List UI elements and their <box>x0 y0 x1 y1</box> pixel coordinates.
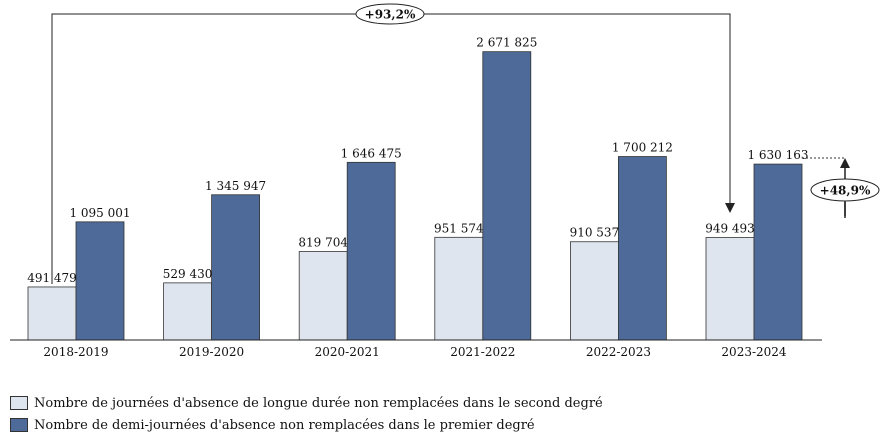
bar-s0-2021-2022 <box>434 236 484 341</box>
value-label-s1-2022-2023: 1 700 212 <box>612 141 673 155</box>
bars-group <box>27 51 803 341</box>
x-tick-2021-2022: 2021-2022 <box>450 345 515 359</box>
value-label-s0-2021-2022: 951 574 <box>434 221 484 235</box>
premier-degre-change-label: +48,9% <box>820 184 871 198</box>
value-label-s1-2020-2021: 1 646 475 <box>341 146 402 160</box>
overall-change-arrowhead <box>725 203 735 213</box>
legend-swatch-second-degre <box>10 396 28 410</box>
value-label-s0-2023-2024: 949 493 <box>705 222 755 236</box>
overall-change-label: +93,2% <box>365 8 416 22</box>
x-tick-labels: 2018-2019 2019-2020 2020-2021 2021-2022 2022… <box>43 345 786 359</box>
legend: Nombre de journées d'absence de longue d… <box>10 392 603 436</box>
bar-s1-2019-2020 <box>211 194 261 341</box>
bar-s0-2018-2019 <box>27 286 77 341</box>
bar-s0-2023-2024 <box>705 237 755 341</box>
legend-swatch-premier-degre <box>10 418 28 432</box>
x-tick-2022-2023: 2022-2023 <box>586 345 651 359</box>
x-tick-2020-2021: 2020-2021 <box>315 345 380 359</box>
legend-label-second-degre: Nombre de journées d'absence de longue d… <box>34 395 603 411</box>
value-label-s0-2020-2021: 819 704 <box>298 236 348 250</box>
x-tick-2023-2024: 2023-2024 <box>721 345 786 359</box>
bar-s1-2020-2021 <box>346 161 396 341</box>
bar-s0-2022-2023 <box>570 241 619 341</box>
legend-label-premier-degre: Nombre de demi-journées d'absence non re… <box>34 417 535 433</box>
premier-degre-change-badge <box>810 178 880 202</box>
legend-item-second-degre: Nombre de journées d'absence de longue d… <box>10 392 603 414</box>
value-label-s1-2019-2020: 1 345 947 <box>205 179 266 193</box>
bar-s0-2019-2020 <box>163 282 213 341</box>
value-label-s0-2019-2020: 529 430 <box>163 267 213 281</box>
value-label-s1-2023-2024: 1 630 163 <box>747 148 808 162</box>
bar-s0-2020-2021 <box>298 251 348 341</box>
x-tick-2018-2019: 2018-2019 <box>43 345 108 359</box>
bar-s1-2022-2023 <box>618 156 667 341</box>
overall-change-badge <box>355 3 425 25</box>
legend-item-premier-degre: Nombre de demi-journées d'absence non re… <box>10 414 603 436</box>
x-tick-2019-2020: 2019-2020 <box>179 345 244 359</box>
bar-s1-2018-2019 <box>75 221 125 341</box>
bar-s1-2023-2024 <box>753 163 803 341</box>
bar-s1-2021-2022 <box>482 51 532 341</box>
value-label-s0-2022-2023: 910 537 <box>570 226 620 240</box>
value-label-s1-2018-2019: 1 095 001 <box>69 206 130 220</box>
premier-degre-arrowhead <box>840 158 850 168</box>
value-label-s1-2021-2022: 2 671 825 <box>476 36 537 50</box>
